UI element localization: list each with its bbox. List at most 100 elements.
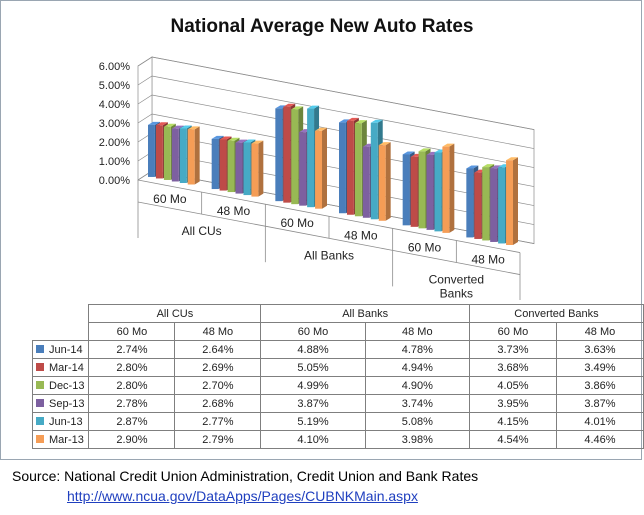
- bar: [235, 142, 243, 194]
- legend-swatch: [36, 362, 44, 371]
- bar: [148, 124, 155, 177]
- bar-top: [466, 165, 479, 169]
- bar-top: [442, 143, 455, 147]
- bar-top: [251, 140, 264, 144]
- table-cell: 4.15%: [468, 412, 557, 431]
- bar: [378, 145, 386, 221]
- legend-label: Jun-13: [49, 415, 83, 428]
- table-cell: 2.87%: [88, 412, 176, 431]
- table-cell: 4.54%: [468, 430, 557, 449]
- x-tick-label: 48 Mo: [471, 253, 505, 267]
- x-tick-label: 60 Mo: [280, 216, 314, 230]
- y-tick-label: 6.00%: [99, 61, 130, 73]
- table-cell: 2.69%: [174, 358, 262, 377]
- source-link[interactable]: http://www.ncua.gov/DataApps/Pages/CUBNK…: [67, 488, 418, 504]
- bar-top: [283, 103, 296, 107]
- table-cell: 2.90%: [88, 430, 176, 449]
- bar: [490, 168, 498, 242]
- table-cell: 3.63%: [555, 340, 644, 359]
- y-tick-label: 1.00%: [99, 156, 130, 168]
- bar-top: [187, 126, 200, 130]
- legend-label: Dec-13: [49, 379, 85, 392]
- bar: [466, 168, 474, 238]
- group-label: Converted: [429, 272, 484, 286]
- table-cell: 5.08%: [364, 412, 470, 431]
- bar-top: [482, 164, 495, 168]
- bar: [299, 132, 307, 206]
- bar-side: [449, 143, 455, 233]
- legend-entry: Mar-13: [31, 430, 90, 449]
- table-cell: 4.01%: [555, 412, 644, 431]
- source-text: Source: National Credit Union Administra…: [12, 468, 479, 484]
- table-cell: 2.64%: [174, 340, 262, 359]
- bar-top: [418, 148, 431, 152]
- group-divider: [265, 225, 393, 251]
- bar-side: [385, 142, 391, 221]
- legend-entry: Dec-13: [31, 376, 90, 395]
- bar-top: [378, 142, 391, 146]
- table-cell: 3.49%: [555, 358, 644, 377]
- table-row: Dec-13 2.80% 2.70% 4.99% 4.90% 4.05% 3.86%: [31, 376, 644, 395]
- table-cell: 2.79%: [174, 430, 262, 449]
- bar-top: [506, 157, 518, 161]
- table-cell: 4.99%: [260, 376, 366, 395]
- bar: [426, 154, 434, 230]
- x-tick-label: 60 Mo: [408, 240, 442, 254]
- bar-top: [179, 125, 192, 129]
- group-label: Banks: [440, 286, 473, 300]
- legend-swatch: [36, 380, 44, 389]
- legend-entry: Mar-14: [31, 358, 90, 377]
- table-row: Mar-14 2.80% 2.69% 5.05% 4.94% 3.68% 3.49%: [31, 358, 644, 377]
- table-corner-cell: [33, 305, 89, 323]
- y-tick-label: 4.00%: [99, 99, 130, 111]
- bar: [402, 154, 410, 226]
- table-group-header: All CUs All Banks Converted Banks: [33, 304, 644, 323]
- bar: [315, 130, 322, 209]
- bar: [339, 122, 346, 214]
- table-category-header: 60 Mo 48 Mo 60 Mo 48 Mo 60 Mo 48 Mo: [33, 322, 644, 341]
- legend-label: Mar-13: [49, 433, 84, 446]
- bar-top: [155, 122, 168, 126]
- bar: [370, 122, 378, 220]
- table-cell: 3.98%: [364, 430, 470, 449]
- bar-top: [163, 123, 176, 127]
- y-tick-label: 2.00%: [99, 137, 130, 149]
- bar: [418, 151, 426, 229]
- bar: [346, 120, 354, 215]
- table-cell: 4.78%: [364, 340, 470, 359]
- bar: [307, 108, 315, 208]
- legend-label: Mar-14: [49, 361, 84, 374]
- legend-swatch: [36, 434, 44, 443]
- table-cell: 2.80%: [88, 376, 176, 395]
- bar-side: [322, 127, 327, 209]
- y-tick-label: 0.00%: [99, 175, 130, 187]
- bar-side: [194, 126, 200, 185]
- x-tick-label: 48 Mo: [217, 204, 251, 218]
- table-group-cell: Converted Banks: [468, 304, 644, 323]
- gridline: [137, 94, 535, 168]
- bar: [187, 129, 195, 185]
- bar: [227, 140, 235, 193]
- legend-label: Sep-13: [49, 397, 85, 410]
- bar-top: [307, 105, 320, 109]
- data-table: All CUs All Banks Converted Banks 60 Mo 48 M…: [31, 304, 644, 449]
- bar-top: [490, 165, 503, 169]
- table-category-cell: 48 Mo: [364, 322, 470, 341]
- bar-top: [219, 136, 232, 140]
- bar: [474, 172, 482, 239]
- y-tick-label: 3.00%: [99, 118, 130, 130]
- table-category-cell: 60 Mo: [260, 322, 366, 341]
- table-cell: 4.90%: [364, 376, 470, 395]
- bar-top: [402, 151, 415, 155]
- table-cell: 2.68%: [174, 394, 262, 413]
- bar: [291, 109, 299, 205]
- table-row: Jun-13 2.87% 2.77% 5.19% 5.08% 4.15% 4.01%: [31, 412, 644, 431]
- table-cell: 3.87%: [555, 394, 644, 413]
- bar: [482, 167, 490, 241]
- bar-top: [148, 121, 160, 125]
- table-cell: 3.87%: [260, 394, 366, 413]
- table-cell: 3.73%: [468, 340, 557, 359]
- table-cell: 3.86%: [555, 376, 644, 395]
- bar: [179, 128, 187, 183]
- bar-top: [354, 120, 367, 124]
